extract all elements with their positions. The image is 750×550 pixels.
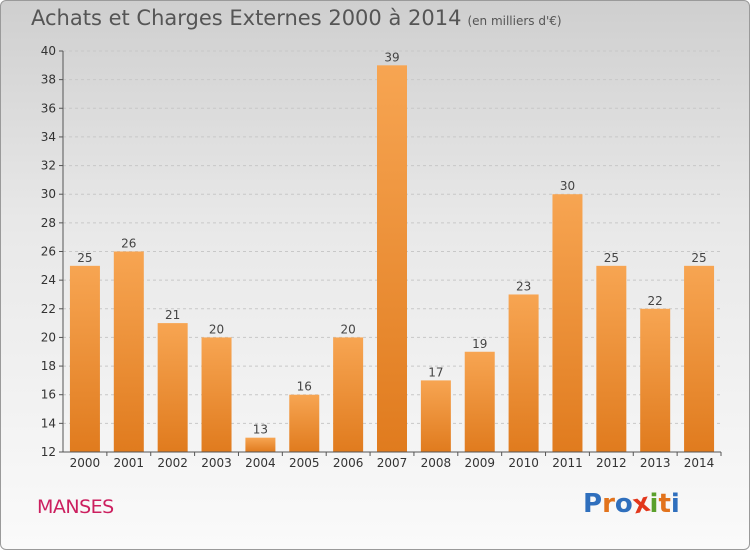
y-tick-label: 18 (41, 359, 56, 373)
y-tick-label: 26 (41, 245, 56, 259)
bar (201, 337, 232, 452)
y-tick-label: 34 (41, 130, 56, 144)
y-tick-label: 28 (41, 216, 56, 230)
x-tick-label: 2009 (464, 456, 495, 470)
bar (420, 380, 451, 452)
x-tick-label: 2007 (377, 456, 408, 470)
y-tick-label: 36 (41, 101, 56, 115)
x-tick-label: 2013 (640, 456, 671, 470)
data-labels: 25 26 21 20 13 16 20 39 17 19 23 30 25 22 25 (77, 50, 706, 436)
bar (157, 323, 188, 452)
bar (69, 265, 100, 452)
chart-unit: (en milliers d'€) (467, 14, 562, 28)
y-tick-label: 38 (41, 73, 56, 87)
x-tick-label: 2010 (508, 456, 539, 470)
bar (552, 194, 583, 452)
bar (640, 308, 671, 452)
logo-letter: t (658, 489, 671, 519)
data-label: 21 (165, 308, 180, 322)
logo-letter: r (602, 489, 615, 519)
logo-letter: i (670, 489, 680, 519)
x-tick-label: 2011 (552, 456, 583, 470)
logo-letter: i (649, 489, 659, 519)
bar (113, 251, 144, 452)
x-tick-label: 2014 (684, 456, 715, 470)
data-label: 20 (209, 322, 224, 336)
data-label: 30 (560, 179, 575, 193)
x-tick-label: 2000 (70, 456, 101, 470)
y-tick-label: 30 (41, 187, 56, 201)
y-tick-label: 20 (41, 330, 56, 344)
data-label: 26 (121, 237, 136, 251)
y-tick-label: 24 (41, 273, 56, 287)
bar (464, 351, 495, 452)
x-tick-label: 2006 (333, 456, 364, 470)
data-label: 23 (516, 279, 531, 293)
bar (508, 294, 539, 452)
x-tick-label: 2004 (245, 456, 276, 470)
bar (377, 65, 407, 453)
x-tick-label: 2001 (114, 456, 145, 470)
data-label: 39 (384, 50, 399, 64)
commune-name: MANSES (37, 496, 114, 518)
chart-title-text: Achats et Charges Externes 2000 à 2014 (31, 6, 462, 30)
x-tick-label: 2005 (289, 456, 320, 470)
bar (245, 437, 276, 452)
data-label: 25 (604, 251, 619, 265)
proxiti-logo[interactable]: Proxiti (583, 488, 680, 521)
data-label: 19 (472, 337, 487, 351)
bar (333, 337, 364, 452)
x-tick-label: 2012 (596, 456, 627, 470)
y-axis-ticks: 12 14 16 18 20 22 24 26 28 30 32 34 36 38 40 (41, 44, 63, 459)
x-tick-label: 2008 (421, 456, 452, 470)
data-label: 17 (428, 365, 443, 379)
data-label: 25 (77, 251, 92, 265)
logo-letter: o (614, 489, 633, 519)
bar (289, 394, 320, 452)
y-tick-label: 32 (41, 159, 56, 173)
data-label: 22 (648, 294, 663, 308)
x-axis-ticks: 2000 2001 2002 2003 2004 2005 2006 2007 2008 2009… (70, 452, 722, 470)
y-tick-label: 16 (41, 388, 56, 402)
data-label: 25 (691, 251, 706, 265)
x-tick-label: 2003 (201, 456, 232, 470)
bars (69, 65, 715, 453)
y-tick-label: 40 (41, 44, 56, 58)
chart-title: Achats et Charges Externes 2000 à 2014 (e… (31, 6, 562, 30)
data-label: 20 (340, 322, 355, 336)
x-tick-label: 2002 (157, 456, 188, 470)
y-tick-label: 22 (41, 302, 56, 316)
bar (684, 265, 715, 452)
y-tick-label: 14 (41, 416, 56, 430)
y-tick-label: 12 (41, 445, 56, 459)
logo-letter: P (583, 489, 603, 519)
data-label: 13 (253, 423, 268, 437)
bar (596, 265, 627, 452)
data-label: 16 (297, 380, 312, 394)
